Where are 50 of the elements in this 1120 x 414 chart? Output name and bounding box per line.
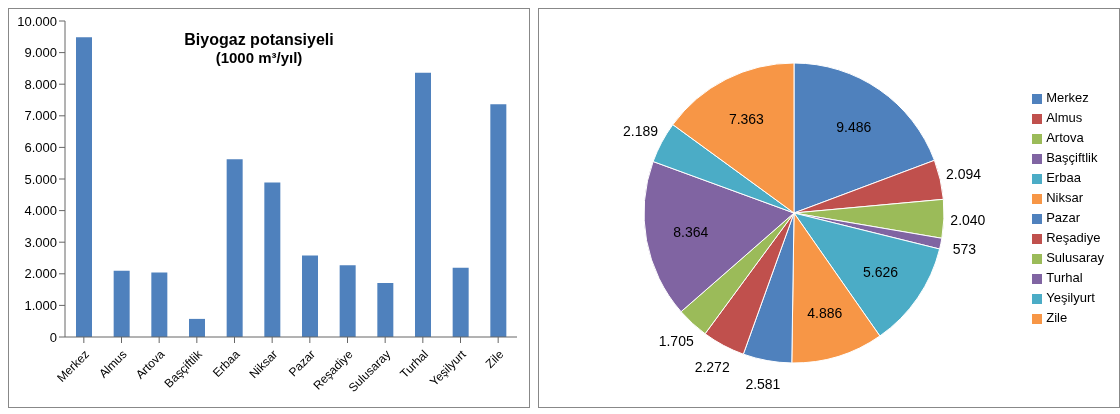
bar (339, 265, 356, 337)
data-label: 2.581 (745, 376, 781, 393)
data-label: 9.486 (836, 118, 872, 135)
legend-label: Sulusaray (1046, 250, 1104, 265)
legend-label: Başçiftlik (1046, 150, 1098, 165)
y-tick-label: 6.000 (24, 140, 57, 156)
y-tick-label: 3.000 (24, 234, 57, 250)
data-label: 5.626 (863, 264, 899, 281)
bar (264, 182, 281, 337)
y-tick-label: 2.000 (24, 266, 57, 282)
data-label: 2.189 (622, 123, 659, 140)
legend-label: Artova (1046, 130, 1084, 145)
legend-label: Niksar (1046, 190, 1084, 205)
y-tick-label: 8.000 (24, 76, 57, 92)
bar (377, 283, 394, 337)
y-tick-label: 0 (49, 329, 57, 345)
legend-label: Merkez (1046, 90, 1089, 105)
legend-label: Pazar (1046, 210, 1081, 225)
legend-label: Erbaa (1046, 170, 1081, 185)
data-label: 4.886 (807, 305, 843, 322)
bar (189, 318, 205, 337)
bar (226, 159, 243, 337)
y-tick-label: 7.000 (24, 108, 57, 124)
legend-label: Turhal (1046, 270, 1083, 285)
bar (113, 270, 130, 337)
data-label: 573 (952, 240, 977, 257)
data-label: 2.272 (694, 358, 730, 375)
x-tick-label: Zile (482, 347, 507, 371)
text: Biyogaz potansiyeli (183, 31, 335, 49)
legend-label: Reşadiye (1046, 230, 1101, 245)
text: (1000 m³/yıl) (214, 49, 304, 66)
legend-label: Zile (1046, 310, 1068, 325)
data-label: 2.094 (946, 166, 982, 183)
bar (490, 104, 507, 337)
bar (76, 37, 92, 337)
legend-label: Yeşilyurt (1046, 290, 1095, 305)
bar (151, 272, 168, 337)
bar (452, 267, 469, 337)
y-tick-label: 9.000 (24, 45, 57, 61)
data-label: 7.363 (728, 111, 765, 128)
legend-label: Almus (1046, 110, 1083, 125)
data-label: 8.364 (673, 224, 709, 241)
y-tick-label: 1.000 (24, 298, 57, 314)
bar (415, 72, 431, 337)
bar (302, 255, 318, 337)
data-label: 1.705 (658, 333, 694, 350)
y-tick-label: 4.000 (24, 203, 57, 219)
y-tick-label: 5.000 (24, 171, 57, 187)
data-label: 2.040 (950, 211, 986, 228)
y-tick-label: 10.000 (17, 13, 57, 29)
